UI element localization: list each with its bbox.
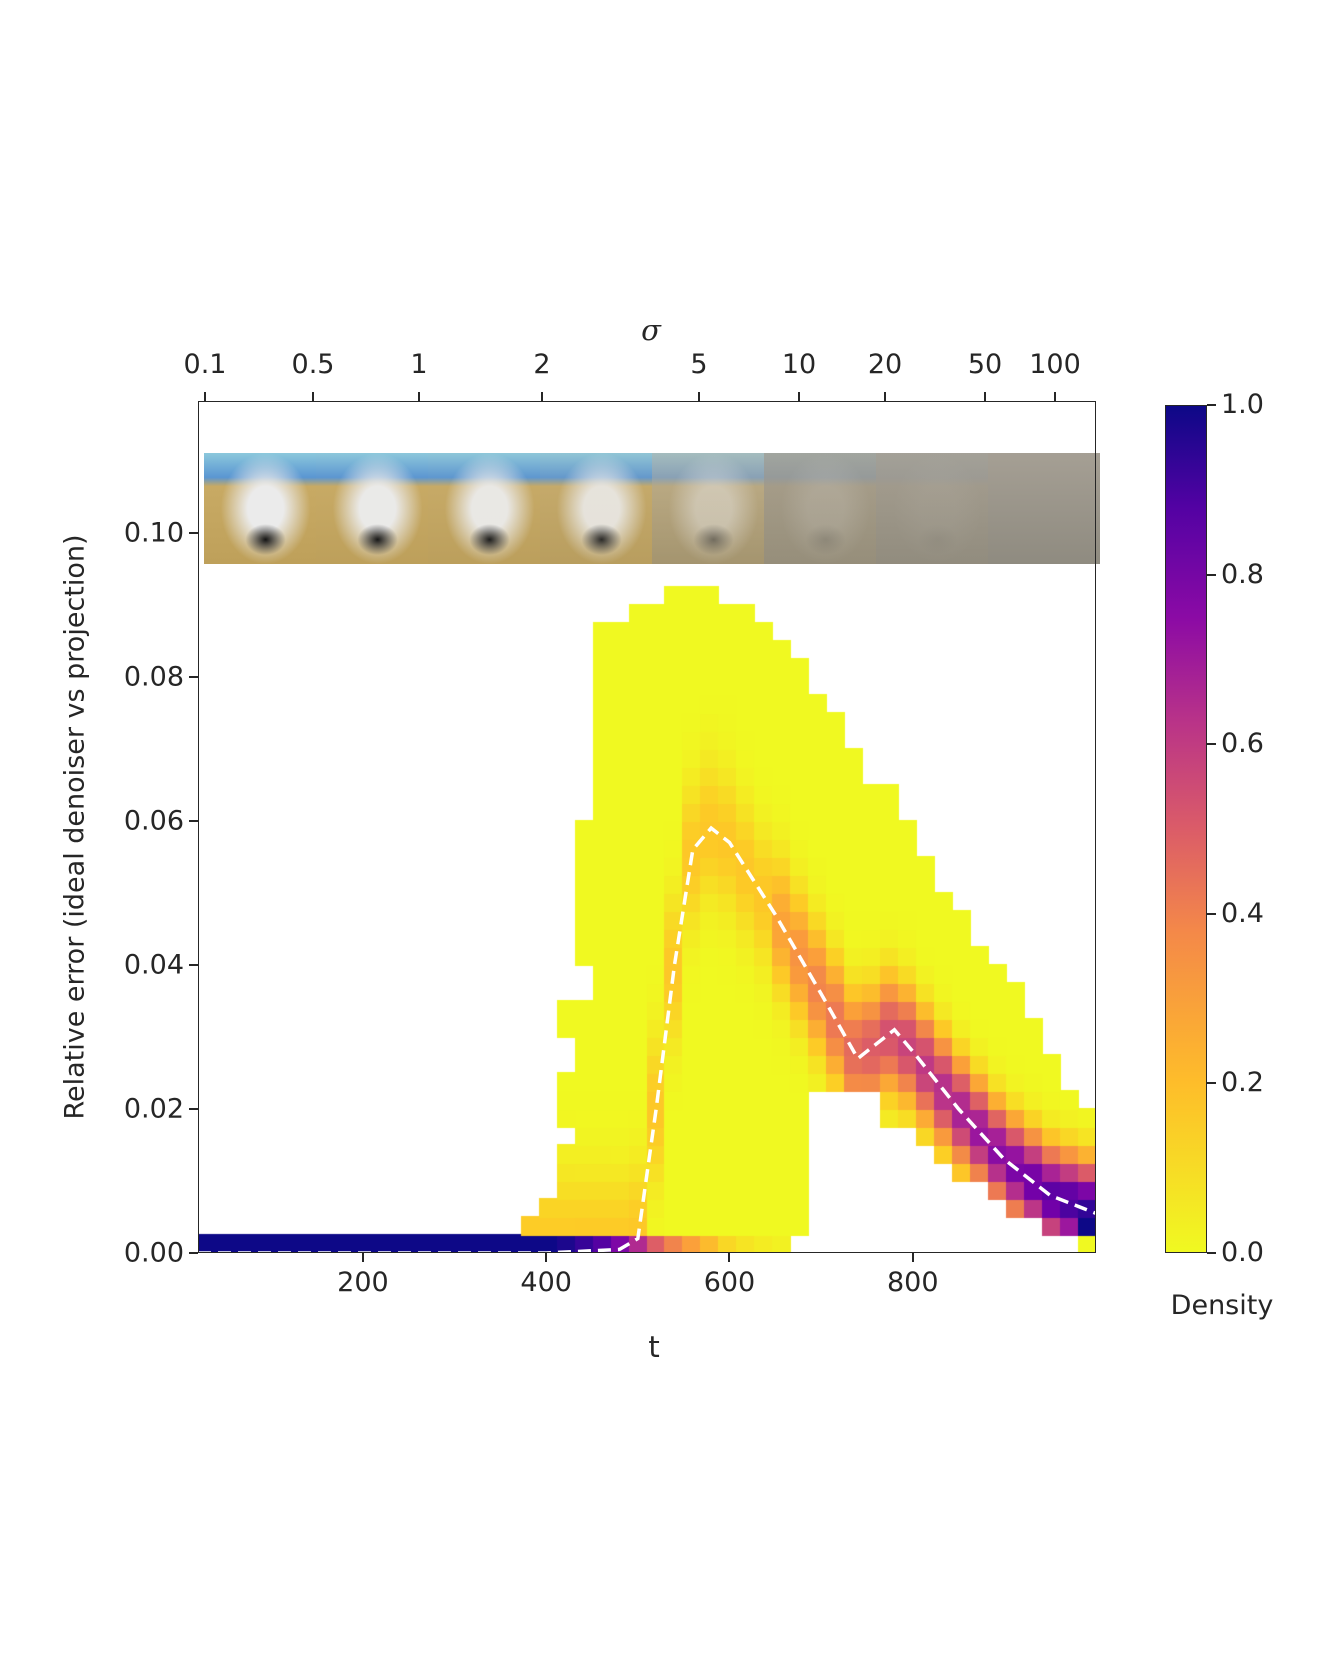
tick-label: 0.6 bbox=[1221, 728, 1264, 760]
tick-label: 50 bbox=[967, 349, 1003, 380]
tick-label: 0.0 bbox=[1221, 1237, 1264, 1268]
tick-mark bbox=[189, 1252, 198, 1254]
tick-mark bbox=[418, 392, 420, 401]
tick-mark bbox=[541, 392, 543, 401]
sample-thumbnail bbox=[876, 453, 988, 564]
tick-mark bbox=[189, 819, 198, 822]
tick-label: 0.08 bbox=[123, 661, 184, 693]
tick-mark bbox=[189, 963, 198, 966]
tick-mark bbox=[911, 1253, 914, 1262]
tick-label: 2 bbox=[533, 349, 551, 380]
tick-label: 0.10 bbox=[123, 517, 184, 549]
tick-mark bbox=[545, 1253, 548, 1262]
tick-mark bbox=[884, 392, 886, 401]
sample-thumbnail bbox=[764, 453, 876, 564]
tick-label: 1 bbox=[410, 349, 428, 380]
tick-label: 0.00 bbox=[123, 1237, 184, 1269]
tick-label: 400 bbox=[520, 1267, 572, 1298]
tick-label: 0.02 bbox=[123, 1093, 184, 1125]
tick-mark bbox=[1207, 743, 1216, 746]
tick-mark bbox=[698, 392, 700, 401]
plot-frame bbox=[198, 401, 1096, 1253]
tick-label: 0.2 bbox=[1221, 1067, 1264, 1099]
sample-thumbnail bbox=[204, 453, 316, 564]
colorbar bbox=[1165, 405, 1207, 1253]
tick-mark bbox=[1207, 912, 1216, 915]
tick-label: 800 bbox=[886, 1267, 939, 1298]
tick-label: 0.04 bbox=[123, 949, 184, 981]
tick-mark bbox=[728, 1253, 731, 1262]
tick-mark bbox=[1207, 1252, 1216, 1254]
sigma-axis-label: σ bbox=[641, 313, 661, 347]
sample-thumbnail bbox=[652, 453, 764, 564]
tick-label: 200 bbox=[337, 1267, 389, 1298]
tick-label: 100 bbox=[1029, 349, 1081, 380]
tick-label: 20 bbox=[867, 349, 903, 380]
tick-label: 5 bbox=[690, 349, 708, 380]
tick-label: 0.06 bbox=[123, 805, 184, 837]
tick-mark bbox=[1207, 1082, 1216, 1085]
tick-mark bbox=[189, 531, 198, 534]
tick-label: 0.1 bbox=[183, 349, 227, 380]
x-axis-label: t bbox=[648, 1330, 660, 1364]
y-axis-label: Relative error (ideal denoiser vs projec… bbox=[59, 534, 91, 1120]
tick-mark bbox=[984, 392, 986, 401]
tick-mark bbox=[1207, 404, 1216, 406]
sample-image-strip bbox=[204, 453, 1100, 564]
tick-mark bbox=[798, 392, 800, 401]
tick-label: 0.5 bbox=[291, 349, 335, 380]
tick-label: 1.0 bbox=[1221, 389, 1264, 420]
tick-label: 0.4 bbox=[1221, 897, 1264, 929]
sample-thumbnail bbox=[316, 453, 428, 564]
tick-label: 600 bbox=[703, 1267, 756, 1298]
colorbar-label: Density bbox=[1170, 1290, 1274, 1321]
tick-mark bbox=[312, 392, 314, 401]
sample-thumbnail bbox=[988, 453, 1100, 564]
tick-mark bbox=[204, 392, 206, 401]
tick-mark bbox=[189, 675, 198, 678]
tick-mark bbox=[1054, 392, 1056, 401]
tick-mark bbox=[361, 1253, 364, 1262]
tick-mark bbox=[1207, 573, 1216, 576]
sample-thumbnail bbox=[540, 453, 652, 564]
tick-label: 0.8 bbox=[1221, 558, 1264, 590]
tick-label: 10 bbox=[781, 349, 817, 380]
tick-mark bbox=[189, 1107, 198, 1110]
sample-thumbnail bbox=[428, 453, 540, 564]
